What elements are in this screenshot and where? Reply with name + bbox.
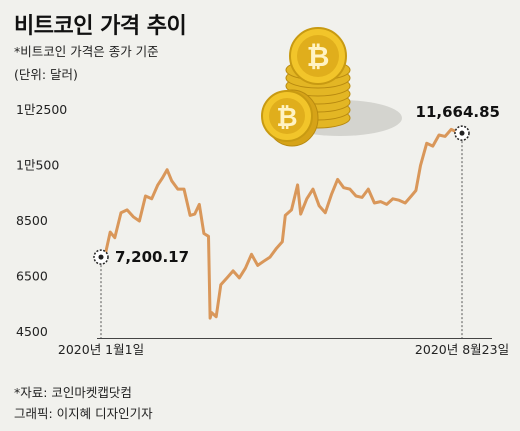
svg-text:₿: ₿ (276, 103, 297, 133)
annotation-label: 7,200.17 (115, 248, 189, 266)
y-axis: 4500 6500 8500 1만500 1만2500 (16, 102, 67, 339)
y-tick-label: 4500 (16, 324, 48, 339)
annotation-marker-dot (98, 254, 104, 260)
series-group (99, 127, 464, 320)
y-tick-label: 1만2500 (16, 102, 67, 117)
annotation-marker-dot (459, 130, 465, 136)
y-tick-label: 8500 (16, 213, 48, 228)
x-tick-label: 2020년 8월23일 (415, 342, 509, 357)
y-tick-label: 6500 (16, 269, 48, 284)
price-line (99, 127, 464, 320)
x-tick-label: 2020년 1월1일 (58, 342, 144, 357)
bitcoin-coins-illustration: ₿ ₿ (261, 27, 402, 147)
y-tick-label: 1만500 (16, 158, 59, 173)
chart-title: 비트코인 가격 추이 (14, 14, 187, 39)
svg-text:₿: ₿ (307, 40, 330, 73)
credit-note: 그래픽: 이지혜 디자인기자 (14, 406, 153, 421)
annotations-group: 7,200.17 11,664.85 (93, 103, 500, 338)
chart-note: *비트코인 가격은 종가 기준 (14, 44, 159, 59)
source-note: *자료: 코인마켓캡닷컴 (14, 385, 132, 400)
unit-label: (단위: 달러) (14, 67, 78, 82)
annotation-label: 11,664.85 (416, 103, 500, 121)
x-axis: 2020년 1월1일 2020년 8월23일 (58, 338, 509, 357)
